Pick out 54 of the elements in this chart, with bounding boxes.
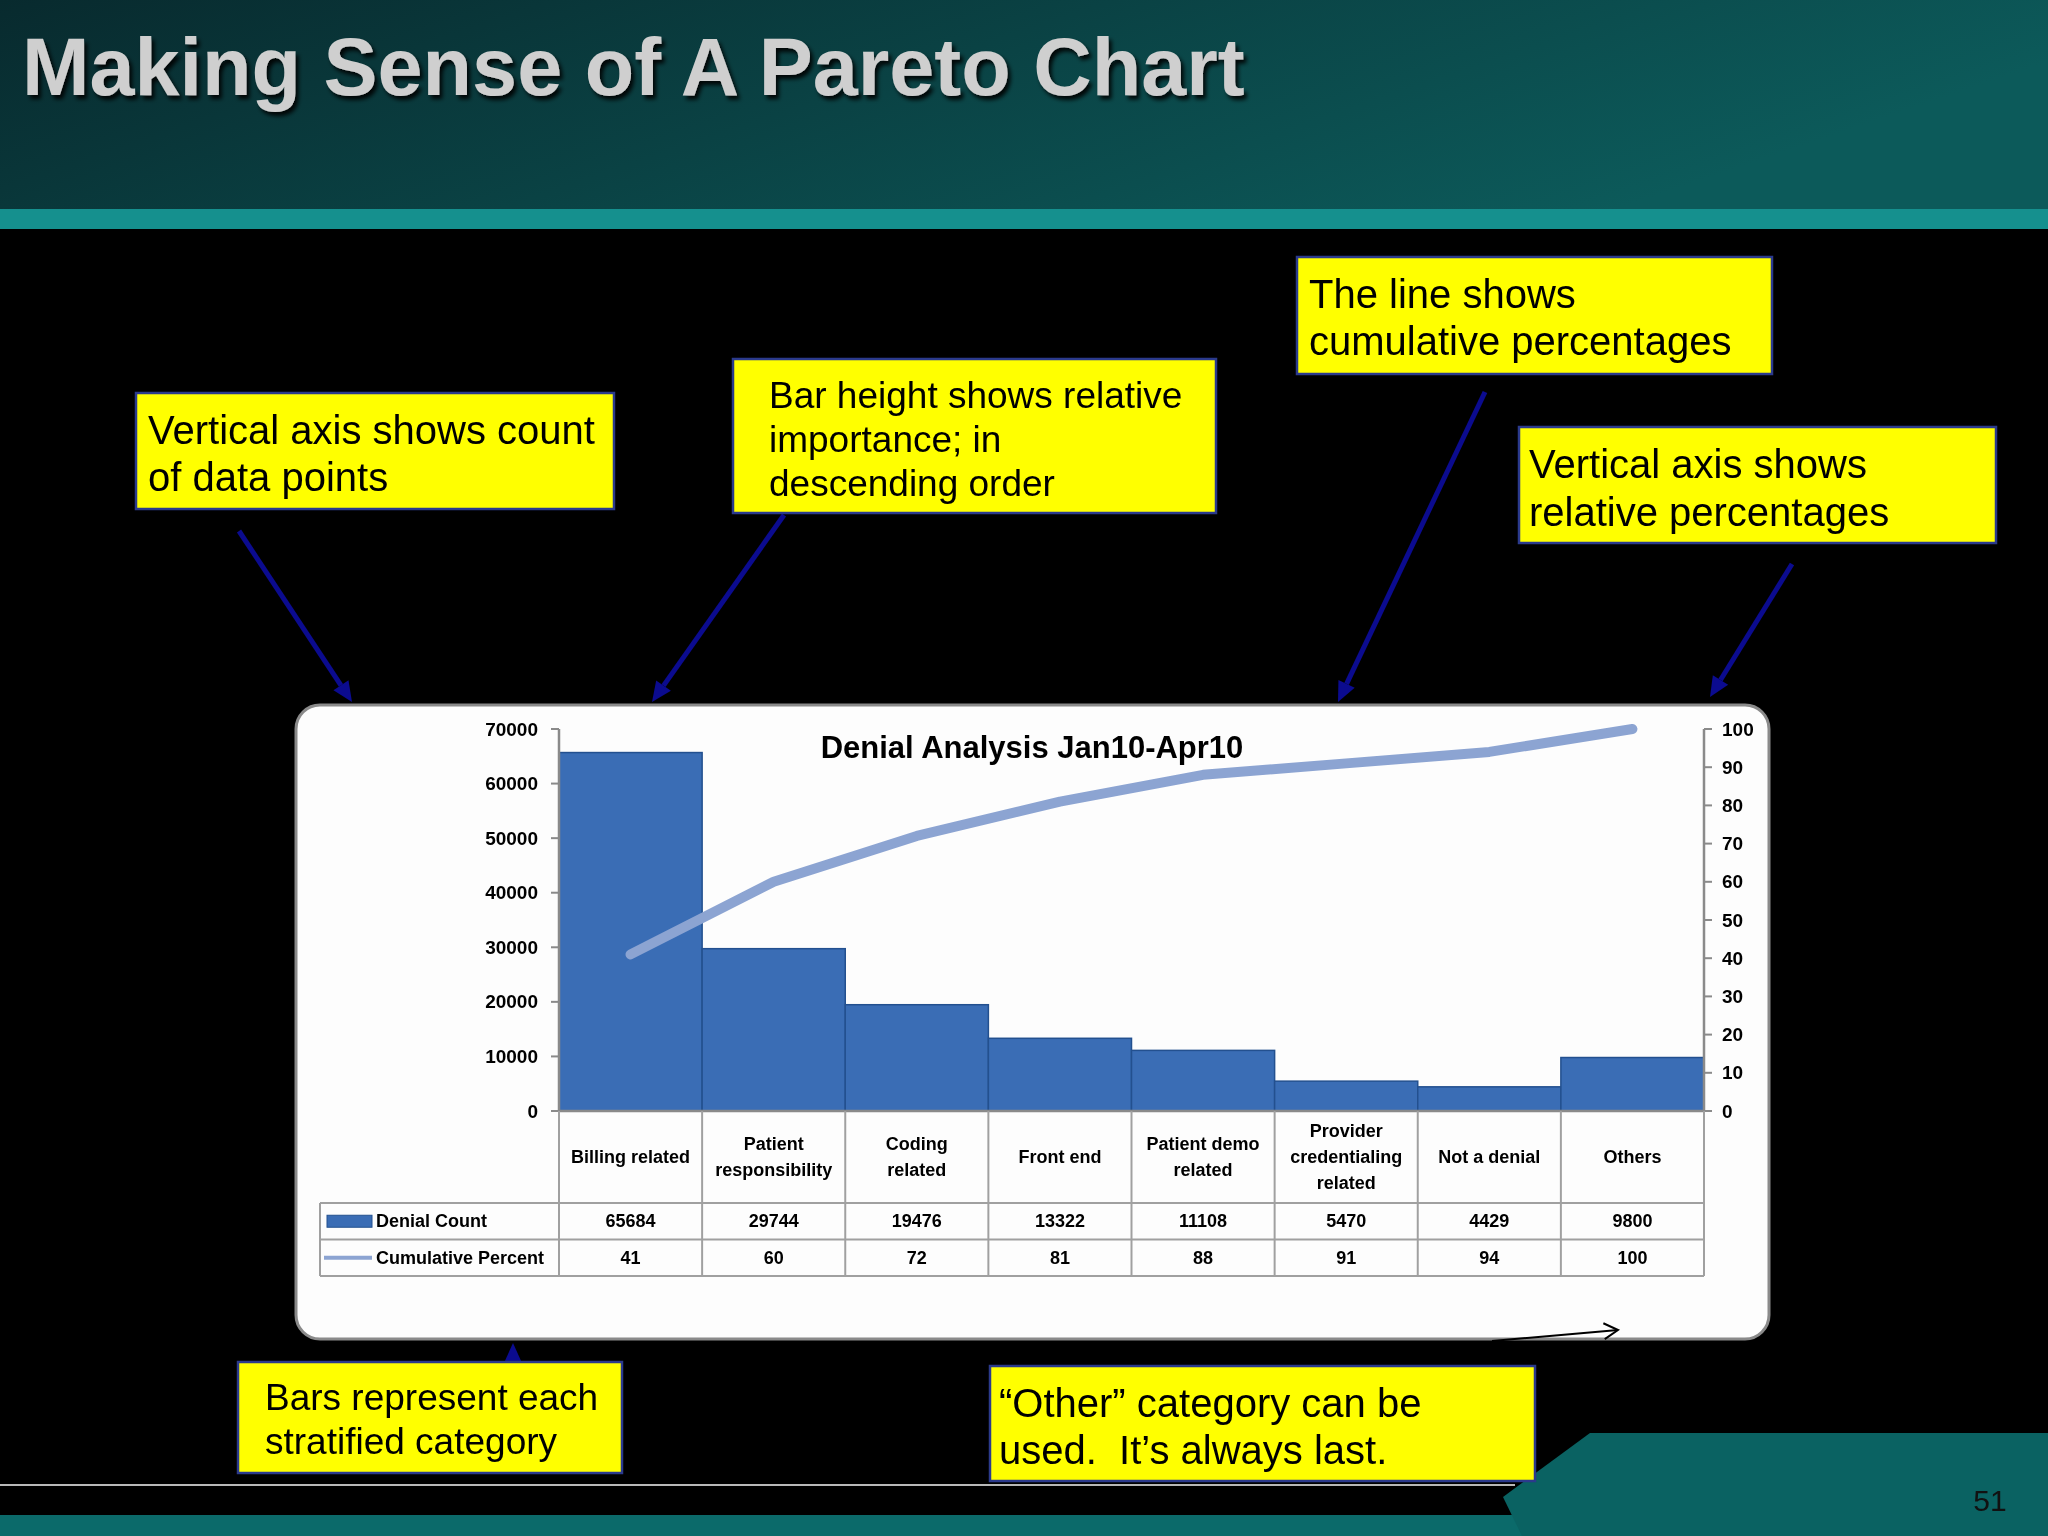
data-label: 13322 [1034,1211,1085,1232]
y-tick-label: 60000 [485,773,538,795]
x-tick-label: Patient responsibility [715,1134,833,1180]
y-tick-label: 70000 [485,718,538,740]
y-tick-label: 0 [527,1100,538,1122]
y-tick-label: 20000 [485,991,538,1013]
legend-label: Cumulative Percent [376,1247,545,1268]
data-label: 29744 [748,1211,799,1232]
y2-tick-label: 30 [1722,985,1744,1007]
text: “Other” category can be used. It’s always last. [999,1381,1422,1472]
data-label: 88 [1193,1247,1214,1268]
text: Vertical axis shows relative percentages [1529,442,1890,534]
y-tick-label: 40000 [485,882,538,904]
x-tick-label: Not a denial [1438,1147,1541,1167]
data-label: 94 [1479,1247,1500,1268]
text: Bars represent each stratified category [265,1377,599,1462]
chart-title: Making Sense of A Pareto Chart [22,22,1245,112]
data-label: 11108 [1179,1211,1228,1232]
data-label: 9800 [1612,1211,1653,1232]
text: Vertical axis shows count of data points [148,408,595,499]
x-tick-label: Front end [1018,1147,1102,1167]
y-tick-label: 30000 [485,936,538,958]
data-label: 5470 [1326,1211,1367,1232]
x-tick-label: Others [1603,1147,1662,1167]
data-label: 60 [763,1247,784,1268]
data-label: 91 [1336,1247,1357,1268]
chart-subtitle: Denial Analysis Jan10-Apr10 [820,730,1244,765]
y2-tick-label: 20 [1722,1024,1744,1046]
data-label: 65684 [605,1211,656,1232]
y2-tick-label: 70 [1722,833,1744,855]
y2-tick-label: 40 [1722,947,1744,969]
y-tick-label: 10000 [485,1045,538,1067]
y2-tick-label: 10 [1722,1062,1744,1084]
data-label: 81 [1049,1247,1070,1268]
text: Bar height shows relative importance; in descending order [769,375,1183,504]
y2-tick-label: 100 [1722,718,1754,740]
y2-tick-label: 80 [1722,794,1744,816]
data-label: 100 [1617,1247,1648,1268]
y2-tick-label: 60 [1722,871,1744,893]
y2-tick-label: 50 [1722,909,1744,931]
x-tick-label: Billing related [571,1147,691,1167]
text: The line shows cumulative percentages [1309,272,1732,363]
data-label: 72 [906,1247,927,1268]
x-tick-label: Patient demo related [1146,1134,1260,1180]
data-label: 4429 [1469,1211,1510,1232]
y-tick-label: 50000 [485,827,538,849]
y2-tick-label: 0 [1722,1100,1733,1122]
x-tick-label: Provider credentialing related [1290,1121,1403,1193]
text: 51 [1973,1484,2007,1517]
legend-label: Denial Count [376,1211,487,1232]
x-tick-label: Coding related [885,1134,948,1180]
data-label: 41 [620,1247,641,1268]
y2-tick-label: 90 [1722,756,1744,778]
data-label: 19476 [891,1211,942,1232]
